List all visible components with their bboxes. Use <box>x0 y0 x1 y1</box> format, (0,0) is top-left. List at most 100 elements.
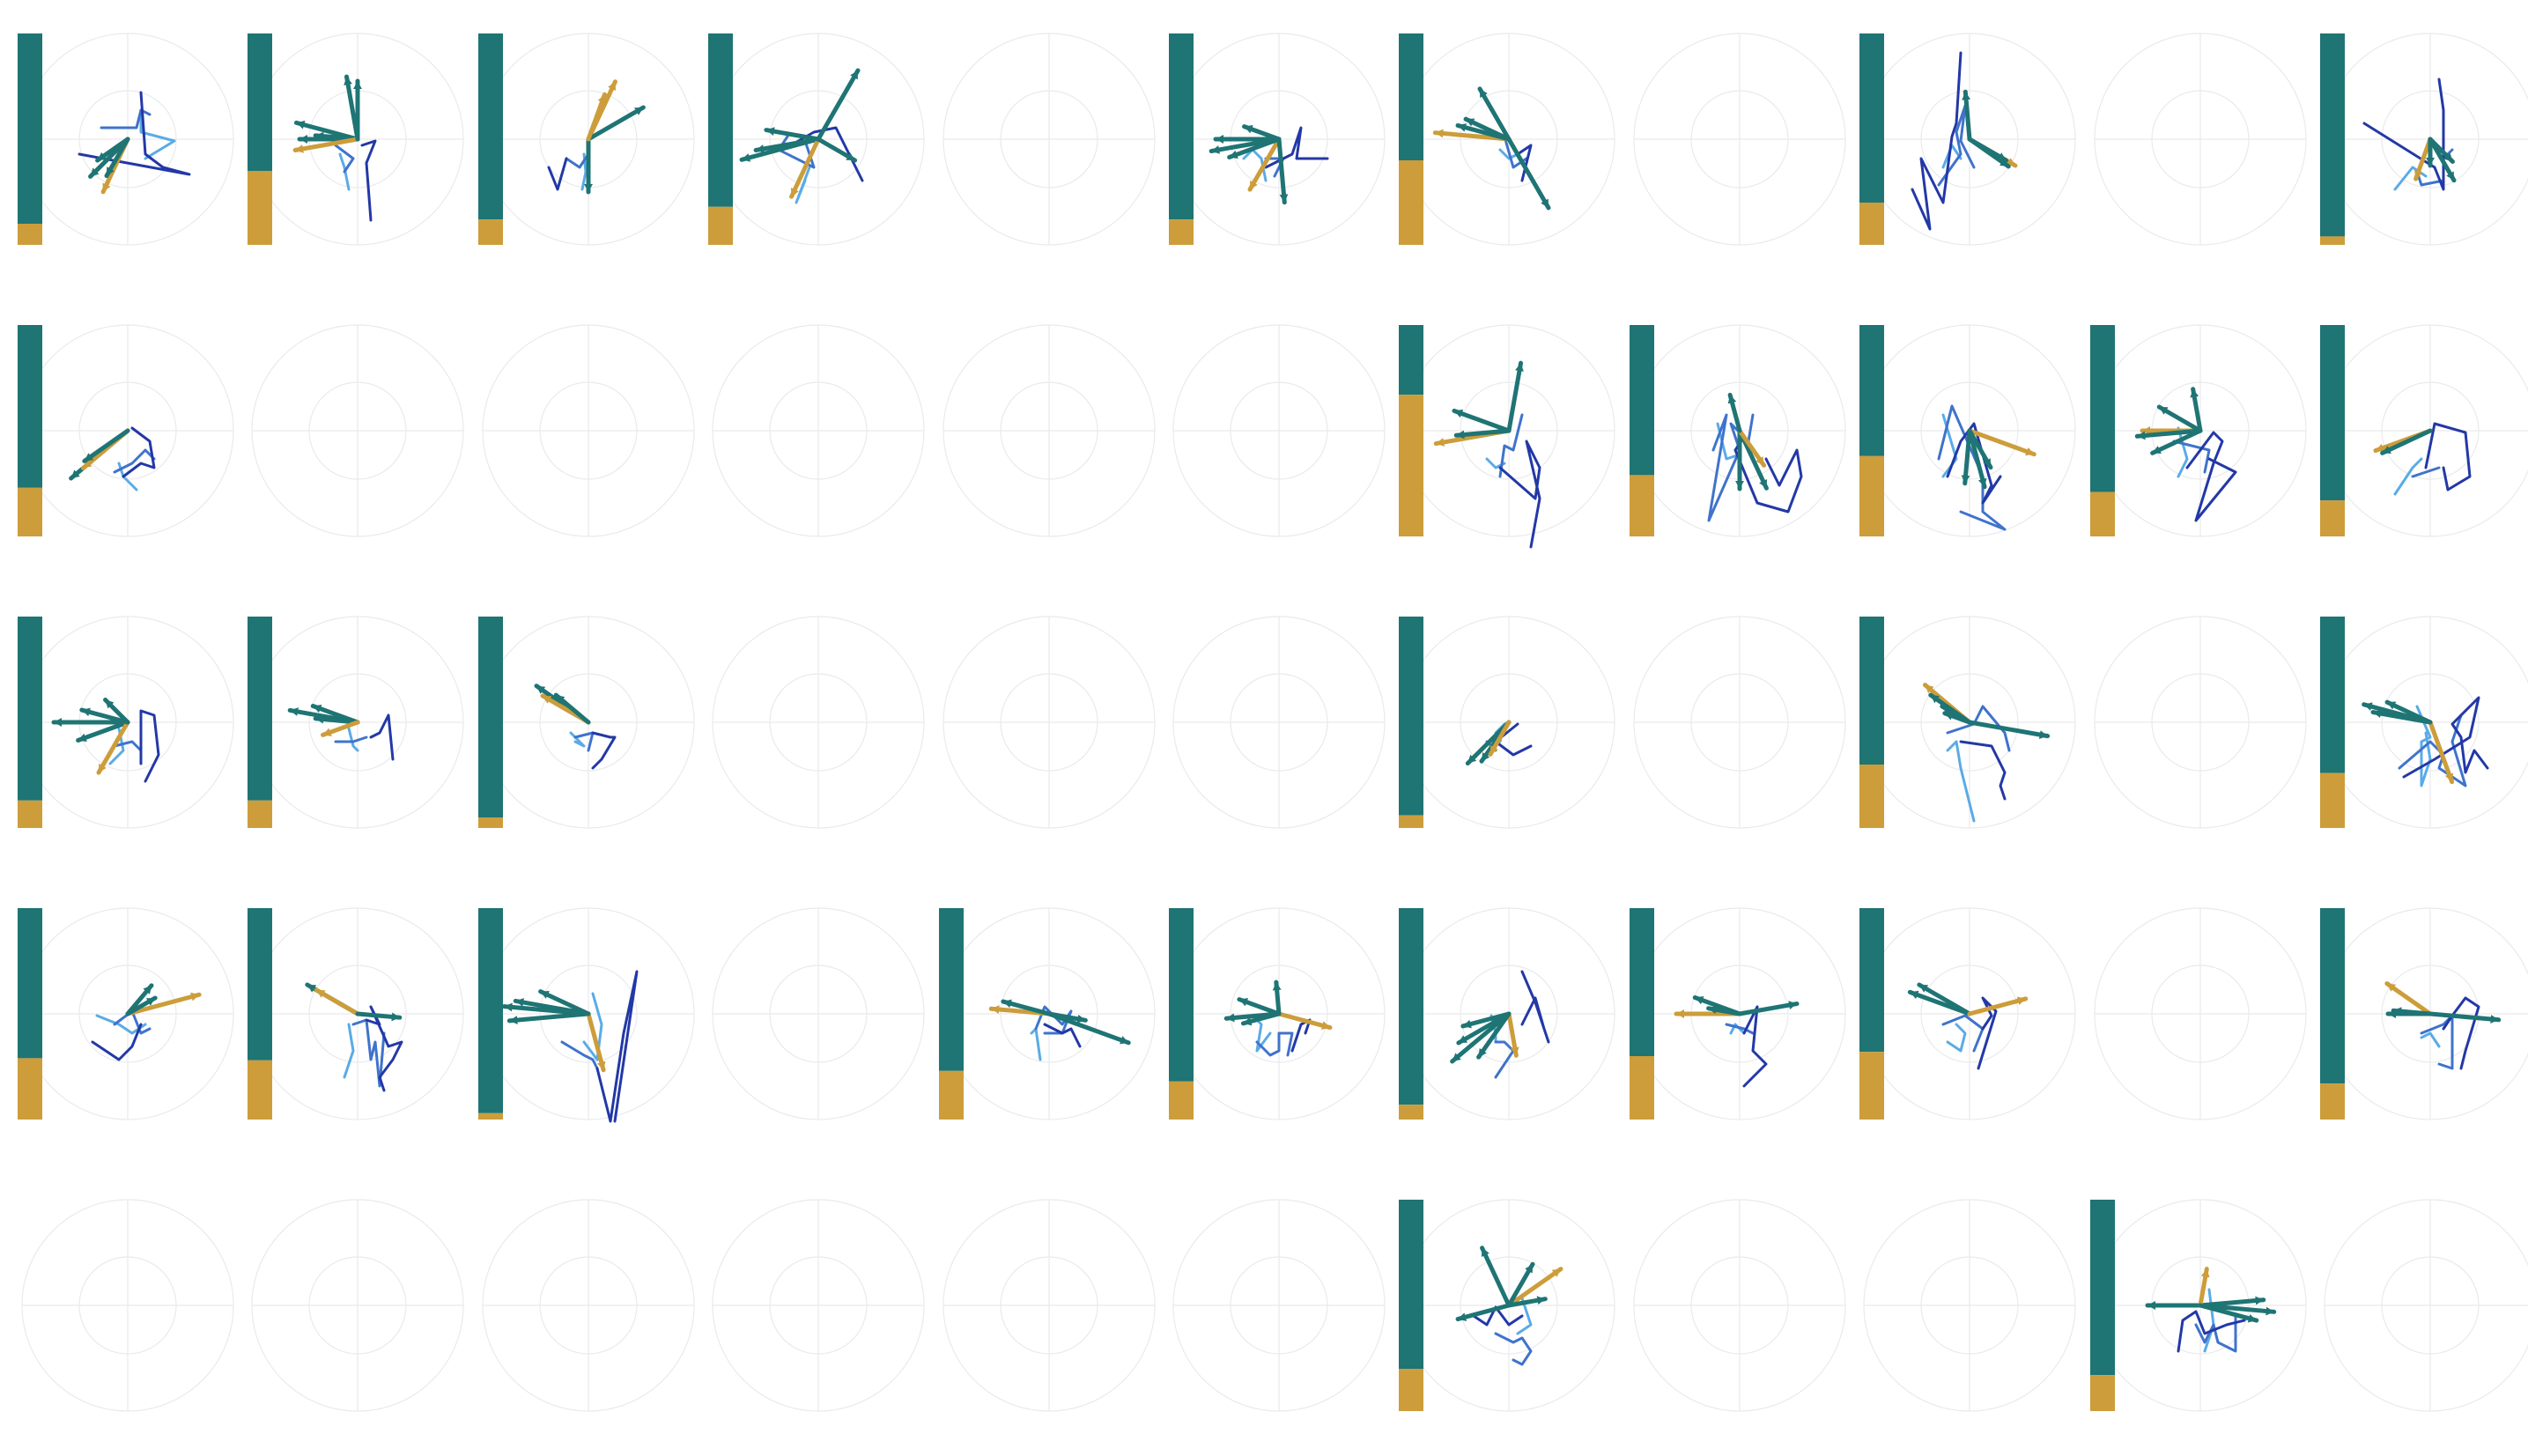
glyph-cell <box>1160 610 1391 830</box>
vector-arrowhead <box>1756 456 1764 466</box>
vector-arrowhead <box>2363 702 2373 711</box>
polar-grid <box>712 616 925 829</box>
vector-arrowhead <box>1454 409 1464 418</box>
glyph-cell <box>2081 1193 2312 1413</box>
vector-arrowhead <box>2387 701 2397 710</box>
vector-arrowhead <box>1708 1005 1718 1015</box>
vector-arrowhead <box>1695 995 1704 1005</box>
vector-arrow <box>513 998 591 1016</box>
ratio-bar-teal <box>2089 325 2115 492</box>
vector-arrowhead <box>1525 1264 1534 1274</box>
vector-arrow <box>1455 1303 1512 1322</box>
trace-line <box>2398 713 2467 787</box>
ratio-bar-teal <box>1399 325 1424 395</box>
glyph-cell <box>1621 610 1852 830</box>
polar-glyph <box>2093 907 2307 1120</box>
vector-arrow <box>1463 116 1512 142</box>
vector-arrowhead <box>1243 1016 1253 1026</box>
ratio-bar-teal <box>1399 617 1424 816</box>
glyph-cell <box>469 1193 700 1413</box>
trace-line <box>1959 740 2007 801</box>
polar-glyph <box>2320 324 2528 537</box>
vector-arrowhead <box>1944 712 1955 721</box>
trace-line <box>591 731 617 770</box>
vector-arrowhead <box>2265 1306 2274 1316</box>
glyph-cell <box>469 610 700 830</box>
vector-arrow <box>314 987 360 1016</box>
vector-arrowhead <box>1478 1047 1488 1058</box>
glyph-cell <box>239 901 469 1121</box>
polar-glyph <box>1629 907 1846 1120</box>
vector-arrow <box>764 128 821 142</box>
glyph-cell <box>930 610 1161 830</box>
ratio-bar-teal <box>248 33 273 171</box>
ratio-bar-teal <box>2320 325 2345 501</box>
vector-arrow <box>1000 999 1052 1016</box>
vector-arrowhead <box>1458 123 1467 132</box>
ratio-bar-gold <box>2320 236 2345 245</box>
glyph-cell <box>930 26 1161 247</box>
polar-grid <box>942 616 1156 829</box>
vector-arrowhead <box>290 707 299 716</box>
vector-arrowhead <box>2158 407 2169 415</box>
trace-line <box>1729 1023 1746 1035</box>
trace-line <box>2415 705 2432 787</box>
vector-arrow <box>1506 360 1524 433</box>
glyph-cell <box>2081 318 2312 538</box>
polar-grid <box>2093 907 2307 1120</box>
vector-arrowhead <box>633 107 644 115</box>
vector-arrowhead <box>145 998 156 1006</box>
polar-glyph <box>1633 33 1846 246</box>
glyph-cell <box>469 318 700 538</box>
vector-arrowhead <box>597 94 606 104</box>
trace-line <box>1290 1018 1312 1053</box>
polar-glyph <box>1633 1199 1846 1412</box>
glyph-cell <box>1160 26 1391 247</box>
polar-glyph <box>248 907 464 1120</box>
ratio-bar-teal <box>2089 1200 2115 1376</box>
polar-glyph <box>248 33 464 246</box>
glyph-cell <box>2311 610 2528 830</box>
vector-arrowhead <box>1515 363 1525 372</box>
vector-arrow <box>1456 1011 1512 1046</box>
ratio-bar-gold <box>18 224 42 245</box>
vector-arrowhead <box>190 992 200 1001</box>
trace-line <box>2393 457 2423 496</box>
vector-arrow <box>1046 1011 1131 1046</box>
vector-arrowhead <box>1482 1247 1490 1257</box>
ratio-bar-gold <box>1169 219 1194 245</box>
vector-arrow <box>506 1011 591 1024</box>
polar-grid <box>1172 1199 1386 1412</box>
trace-line <box>1030 1027 1042 1061</box>
polar-glyph <box>1859 33 2076 246</box>
polar-glyph <box>1863 1199 2076 1412</box>
vector-arrowhead <box>2414 169 2423 180</box>
vector-arrowhead <box>391 1012 401 1022</box>
trace-line <box>2442 996 2480 1070</box>
polar-glyph <box>712 616 925 829</box>
polar-grid <box>2093 616 2307 829</box>
trace-line <box>338 152 351 191</box>
vector-arrowhead <box>2373 709 2382 718</box>
glyph-cell <box>699 610 930 830</box>
vector-arrowhead <box>1459 1035 1468 1043</box>
vector-arrowhead <box>1272 982 1282 991</box>
vector-arrowhead <box>353 81 363 89</box>
glyph-cell <box>1851 610 2081 830</box>
glyph-cell <box>2081 901 2312 1121</box>
vector-arrow <box>1917 982 1972 1016</box>
vector-arrowhead <box>1467 754 1477 764</box>
trace-line <box>1742 1005 1768 1088</box>
vector-arrowhead <box>2141 426 2150 435</box>
vector-arrow <box>2134 428 2203 439</box>
vector-arrowhead <box>1541 198 1549 208</box>
glyph-cell <box>1851 901 2081 1121</box>
ratio-bar-teal <box>1629 908 1654 1056</box>
polar-grid <box>482 1199 695 1412</box>
vector-arrowhead <box>1537 1296 1546 1305</box>
polar-grid <box>712 1199 925 1412</box>
ratio-bar-teal <box>1859 33 1885 203</box>
vector-arrowhead <box>596 1061 606 1070</box>
polar-glyph <box>482 1199 695 1412</box>
vector-arrowhead <box>1490 745 1499 755</box>
